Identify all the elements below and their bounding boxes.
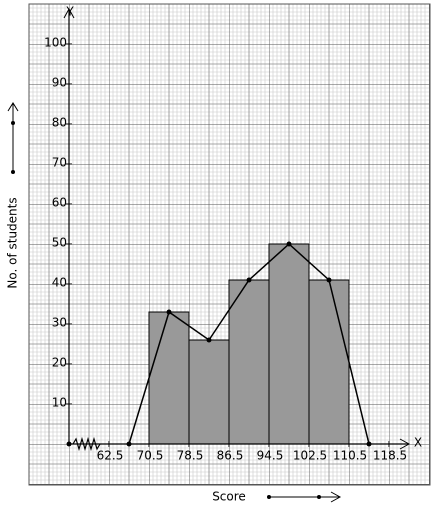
y-arrow — [63, 7, 75, 19]
bar — [268, 243, 310, 445]
bar — [188, 339, 230, 445]
polygon-point — [246, 277, 252, 283]
y-tick-label: 20 — [52, 356, 67, 370]
x-tick-label: 86.5 — [217, 449, 244, 463]
y-tick-label: 60 — [52, 196, 67, 210]
polygon-point — [326, 277, 332, 283]
axis-break — [72, 436, 101, 452]
polygon-point — [166, 309, 172, 315]
x-tick-label: 94.5 — [257, 449, 284, 463]
scale-arrow-head — [7, 102, 19, 112]
origin — [66, 441, 72, 447]
x-axis-name: X — [414, 436, 422, 450]
y-tick-label: 80 — [52, 116, 67, 130]
y-tick-label: 70 — [52, 156, 67, 170]
x-tick-label: 118.5 — [373, 449, 407, 463]
y-tick-label: 10 — [52, 396, 67, 410]
x-tick-label: 110.5 — [333, 449, 367, 463]
y-axis-name: Y — [65, 5, 74, 19]
scale-dot — [11, 170, 15, 174]
x-tick-label: 102.5 — [293, 449, 327, 463]
y-tick-label: 50 — [52, 236, 67, 250]
y-tick-label: 40 — [52, 276, 67, 290]
y-axis-label: No. of students — [6, 197, 20, 288]
x-axis-label: Score — [212, 490, 246, 504]
scale-dot — [11, 121, 15, 125]
y-tick-label: 30 — [52, 316, 67, 330]
bar — [148, 311, 190, 445]
x-tick-label: 78.5 — [177, 449, 204, 463]
bar — [228, 279, 270, 445]
polygon-point — [206, 337, 212, 343]
scale-dot — [267, 495, 271, 499]
x-tick-label: 70.5 — [137, 449, 164, 463]
scale-arrow-head — [330, 491, 342, 503]
polygon-point — [286, 241, 292, 247]
scale-dot — [317, 495, 321, 499]
y-tick-label: 90 — [52, 76, 67, 90]
bar — [308, 279, 350, 445]
y-tick-label: 100 — [44, 36, 67, 50]
x-arrow — [399, 438, 411, 450]
x-tick-label: 62.5 — [97, 449, 124, 463]
